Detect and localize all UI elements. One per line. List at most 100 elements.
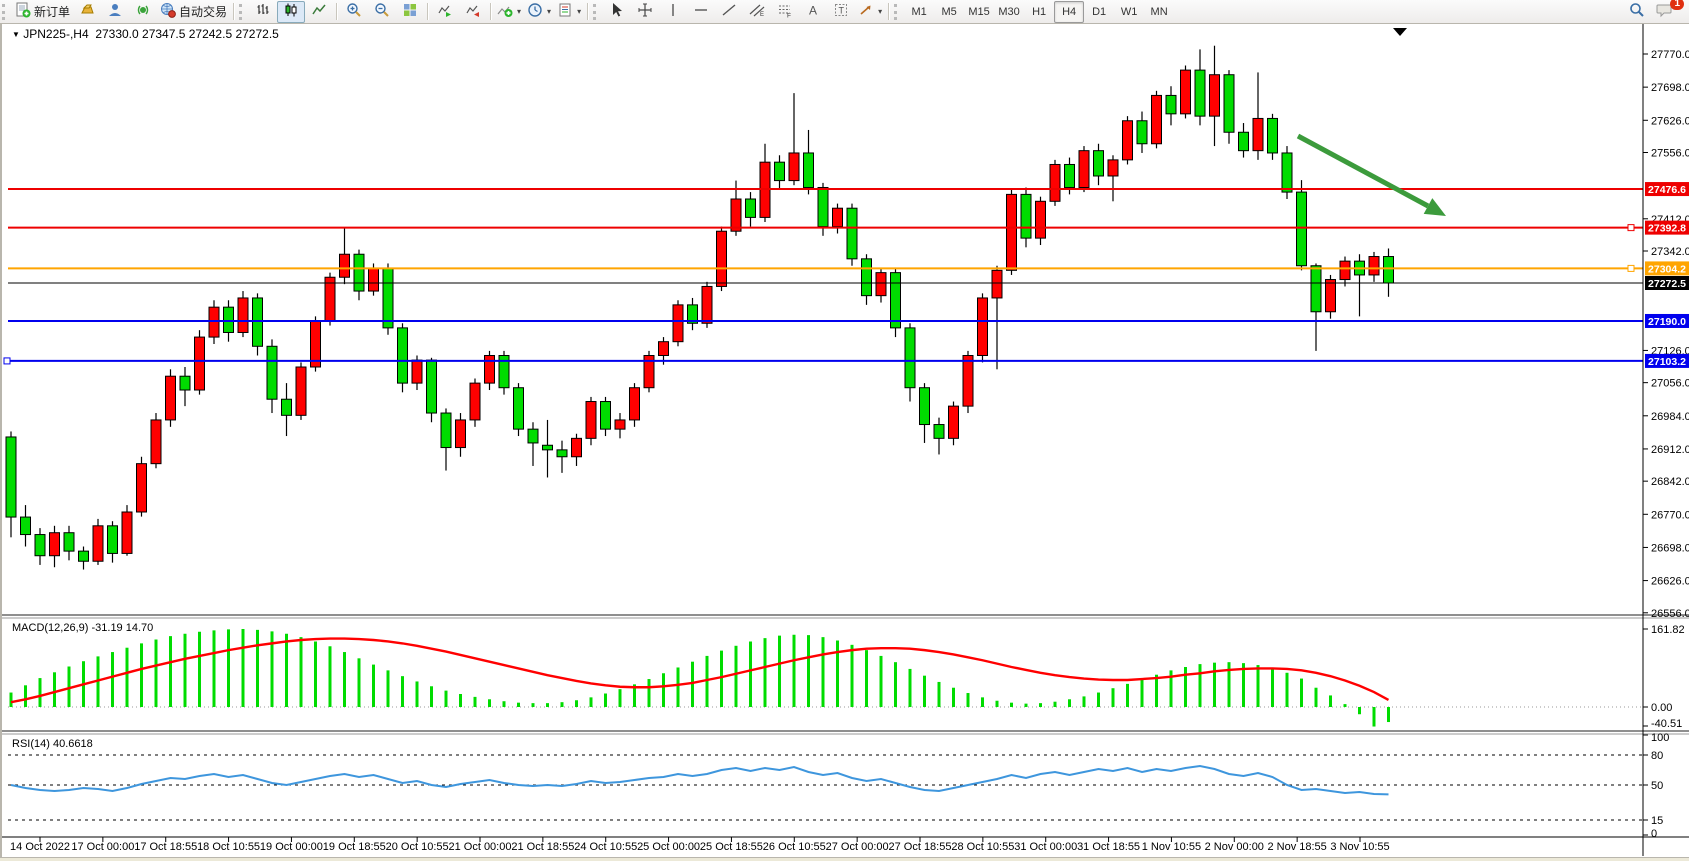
rsi-indicator-label: RSI(14) 40.6618 [12, 738, 93, 750]
chart-shift-button[interactable] [459, 1, 487, 23]
horizontal-line-tool-button[interactable] [687, 1, 715, 23]
svg-text:28 Oct 10:55: 28 Oct 10:55 [951, 841, 1014, 853]
toolbar-grip[interactable] [593, 3, 601, 20]
svg-text:14 Oct 2022: 14 Oct 2022 [10, 841, 70, 853]
channel-tool-button[interactable]: E [743, 1, 771, 23]
candlestick-mode-button[interactable] [277, 0, 306, 23]
toolbar-grip[interactable] [239, 3, 247, 20]
svg-text:0.00: 0.00 [1651, 702, 1672, 714]
search-button[interactable] [1623, 1, 1651, 23]
trendline-tool-button[interactable] [715, 1, 743, 23]
line-chart-mode-button[interactable] [305, 1, 333, 23]
svg-text:27392.8: 27392.8 [1648, 223, 1686, 235]
auto-trading-label: 自动交易 [179, 5, 228, 19]
signal-icon [135, 2, 151, 21]
svg-text:26 Oct 10:55: 26 Oct 10:55 [763, 841, 826, 853]
tab-timeframe-h1[interactable]: H1 [1024, 1, 1054, 23]
vertical-line-tool-button[interactable] [659, 1, 687, 23]
auto-trading-button[interactable]: 自动交易 [157, 1, 230, 23]
tab-timeframe-mn[interactable]: MN [1144, 1, 1174, 23]
periods-button[interactable]: ▾ [524, 1, 554, 23]
periods-clock-icon [527, 2, 543, 21]
timeframe-label: H1 [1032, 5, 1047, 18]
signal-button[interactable] [129, 1, 157, 23]
tile-windows-button[interactable] [396, 1, 424, 23]
macd-signal-line [10, 637, 1390, 704]
tab-timeframe-d1[interactable]: D1 [1084, 1, 1114, 23]
text-label-icon: T [833, 2, 849, 21]
chart-symbol-period: JPN225-,H4 [23, 27, 89, 41]
svg-text:27476.6: 27476.6 [1648, 184, 1686, 196]
timeframe-label: H4 [1062, 5, 1077, 18]
text-label-tool-button[interactable]: T [827, 1, 855, 23]
tile-windows-icon [402, 2, 418, 21]
svg-text:31 Oct 00:00: 31 Oct 00:00 [1014, 841, 1077, 853]
price-tag [1645, 313, 1689, 328]
new-order-button[interactable]: 新订单 [12, 1, 73, 23]
line-handle [1627, 224, 1635, 232]
price-tag [1645, 275, 1689, 290]
cursor-tool-button[interactable] [603, 1, 631, 23]
svg-text:50: 50 [1651, 780, 1663, 792]
toolbar-grip[interactable] [2, 3, 10, 20]
tab-timeframe-h4[interactable]: H4 [1054, 0, 1085, 23]
toolbar-separator [490, 3, 492, 20]
crosshair-tool-button[interactable] [631, 1, 659, 23]
chevron-down-icon: ▾ [517, 7, 522, 16]
horizontal-line-icon [693, 2, 709, 21]
auto-scroll-button[interactable] [431, 1, 459, 23]
svg-text:25 Oct 00:00: 25 Oct 00:00 [637, 841, 700, 853]
indicators-icon [497, 2, 513, 21]
zoom-out-button[interactable] [368, 1, 396, 23]
timeframe-label: M1 [911, 5, 927, 18]
svg-text:24 Oct 10:55: 24 Oct 10:55 [574, 841, 637, 853]
chevron-down-icon: ▾ [577, 7, 582, 16]
svg-text:20 Oct 10:55: 20 Oct 10:55 [386, 841, 449, 853]
indicators-button[interactable]: ▾ [494, 1, 524, 23]
macd-indicator-label: MACD(12,26,9) -31.19 14.70 [12, 622, 153, 634]
toolbar-separator [427, 3, 429, 20]
bar-chart-icon [255, 2, 271, 21]
timeframe-label: M5 [941, 5, 957, 18]
svg-text:27770.0: 27770.0 [1651, 49, 1689, 61]
toolbar-separator [587, 3, 589, 20]
fibonacci-tool-button[interactable]: F [771, 1, 799, 23]
notifications-button[interactable]: 1 [1651, 0, 1684, 23]
svg-text:T: T [839, 6, 845, 16]
templates-icon [557, 2, 573, 21]
svg-text:17 Oct 00:00: 17 Oct 00:00 [71, 841, 134, 853]
macd-values: -31.19 14.70 [91, 622, 154, 634]
market-watch-button[interactable] [101, 1, 129, 23]
zoom-out-icon [374, 2, 390, 21]
arrows-tool-button[interactable]: ▾ [855, 1, 885, 23]
toolbar-separator [336, 3, 338, 20]
macd-panel: 161.82 0.00 -40.51 [8, 624, 1685, 730]
templates-button[interactable]: ▾ [554, 1, 584, 23]
svg-text:100: 100 [1651, 732, 1669, 744]
macd-name: MACD(12,26,9) [12, 622, 89, 634]
svg-text:26626.0: 26626.0 [1651, 576, 1689, 588]
channel-icon: E [749, 2, 765, 21]
text-tool-button[interactable]: A [799, 1, 827, 23]
zoom-in-button[interactable] [340, 1, 368, 23]
line-handle [3, 357, 11, 365]
gold-button[interactable] [73, 1, 101, 23]
chart-ohlc-values: 27330.0 27347.5 27242.5 27272.5 [95, 27, 279, 41]
tab-timeframe-m1[interactable]: M1 [904, 1, 934, 23]
tab-timeframe-m5[interactable]: M5 [934, 1, 964, 23]
svg-text:26698.0: 26698.0 [1651, 542, 1689, 554]
price-tag [1645, 220, 1689, 235]
svg-text:19 Oct 18:55: 19 Oct 18:55 [323, 841, 386, 853]
toolbar-grip[interactable] [894, 3, 902, 20]
chart-collapse-icon[interactable]: ▼ [12, 30, 20, 39]
svg-text:27103.2: 27103.2 [1648, 356, 1686, 368]
vertical-line-icon [665, 2, 681, 21]
tab-timeframe-m15[interactable]: M15 [964, 1, 994, 23]
bar-chart-mode-button[interactable] [249, 1, 277, 23]
svg-text:27 Oct 00:00: 27 Oct 00:00 [826, 841, 889, 853]
tab-timeframe-m30[interactable]: M30 [994, 1, 1024, 23]
tab-timeframe-w1[interactable]: W1 [1114, 1, 1144, 23]
main-toolbar: 新订单 自动交易 [0, 0, 1689, 24]
search-icon [1629, 2, 1645, 21]
